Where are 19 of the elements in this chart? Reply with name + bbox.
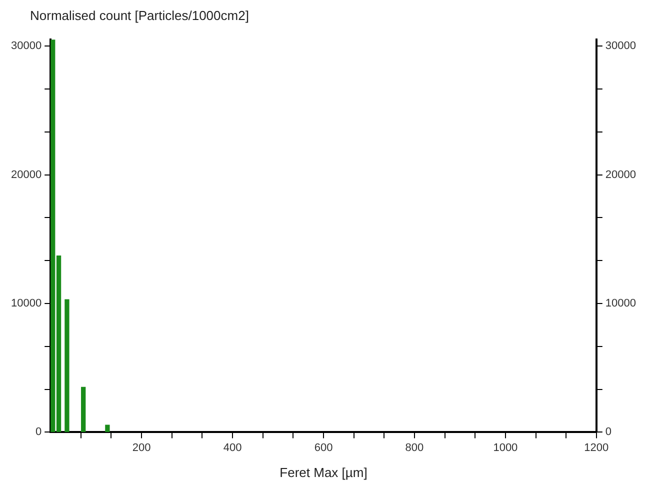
x-tick-label: 1200 [584,442,609,454]
y2-tick-label: 30000 [605,40,636,52]
x-tick-label: 600 [314,442,333,454]
bar [105,424,110,432]
y-tick-label: 0 [35,426,42,438]
bar [64,299,70,432]
y2-tick-label: 20000 [605,168,636,181]
x-tick-label: 800 [405,442,424,454]
y-axis-title: Normalised count [Particles/1000cm2] [30,8,250,25]
x-tick-label: 200 [132,442,151,454]
bar [81,386,86,432]
x-tick-label: 400 [223,442,242,454]
y-tick-label: 30000 [10,40,42,52]
y2-tick-label: 0 [605,426,612,438]
y-tick-label: 20000 [10,168,42,181]
x-axis-title: Feret Max [µm] [280,464,368,480]
y2-tick-label: 10000 [605,298,636,310]
x-tick-label: 1000 [493,442,518,454]
y-tick-label: 10000 [10,298,42,310]
